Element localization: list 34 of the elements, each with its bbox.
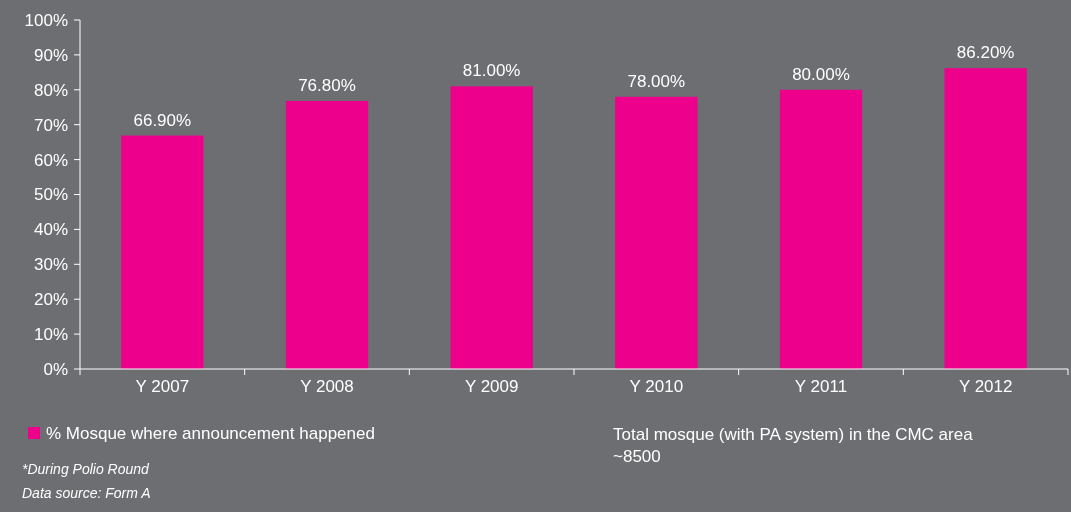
legend-label: % Mosque where announcement happened xyxy=(46,423,375,443)
bar xyxy=(285,100,369,369)
y-tick-label: 30% xyxy=(33,255,68,275)
x-tick-label: Y 2008 xyxy=(300,377,354,396)
y-tick-label: 70% xyxy=(33,115,68,135)
y-tick-label: 0% xyxy=(43,359,68,379)
bar xyxy=(121,135,204,369)
data-label: 86.20% xyxy=(956,43,1015,63)
y-tick-label: 40% xyxy=(33,220,68,240)
data-label: 76.80% xyxy=(298,75,356,95)
x-tick-label: Y 2009 xyxy=(464,377,519,396)
source-note: Data source: Form A xyxy=(22,485,151,501)
text: *During Polio Round xyxy=(22,461,151,477)
x-tick-label: Y 2010 xyxy=(629,377,684,396)
text: Total mosque (with PA system) in the CMC area xyxy=(613,425,974,444)
data-label: 80.00% xyxy=(792,64,850,84)
y-tick-label: 80% xyxy=(33,80,68,100)
y-tick-label: 100% xyxy=(24,10,68,30)
y-tick-label: 50% xyxy=(33,185,68,205)
bar xyxy=(615,96,698,369)
y-tick-label: 60% xyxy=(33,150,68,170)
data-label: 66.90% xyxy=(133,110,192,130)
y-tick-label: 10% xyxy=(33,325,68,345)
y-tick-label: 20% xyxy=(33,290,68,310)
x-tick-label: Y 2007 xyxy=(135,377,190,396)
bar xyxy=(779,89,863,369)
data-label: 78.00% xyxy=(627,71,686,91)
bar xyxy=(450,86,533,369)
y-tick-label: 90% xyxy=(33,45,68,65)
x-tick-label: Y 2011 xyxy=(794,377,848,396)
text: ~8500 xyxy=(613,447,661,466)
bar xyxy=(944,68,1027,369)
x-tick-label: Y 2012 xyxy=(958,377,1013,396)
data-label: 81.00% xyxy=(462,61,521,81)
